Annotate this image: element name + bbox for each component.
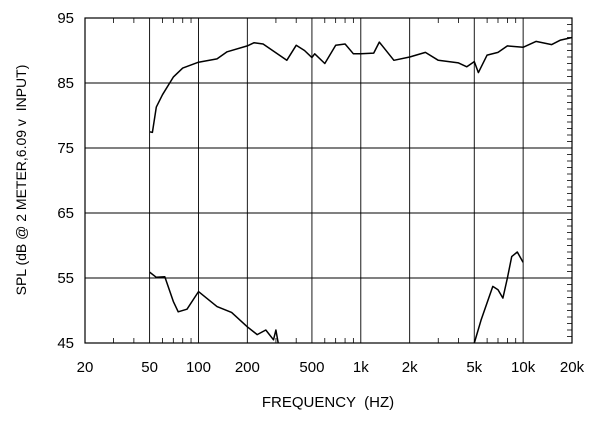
y-tick-labels: 45 55 65 75 85 95 [57,10,74,352]
x-tick-label: 5k [466,359,482,376]
y-tick-label: 45 [57,335,74,352]
x-tick-labels: 20 50 100 200 500 1k 2k 5k 10k 20k [77,359,585,376]
x-tick-label: 2k [402,359,418,376]
series-line-lower-band [149,271,279,344]
x-tick-label: 1k [353,359,369,376]
y-tick-label: 75 [57,140,74,157]
series-line-upper-band [473,251,524,344]
minor-ticks [113,18,572,343]
y-tick-label: 95 [57,10,74,27]
x-tick-label: 50 [141,359,158,376]
series-line-response [149,36,573,134]
x-tick-label: 10k [511,359,536,376]
y-tick-label: 55 [57,270,74,287]
x-tick-label: 100 [186,359,211,376]
grid [84,17,573,344]
curves [149,36,573,344]
x-tick-label: 20k [560,359,585,376]
y-axis-label: SPL (dB @ 2 METER,6.09 v INPUT) [13,65,29,296]
x-tick-label: 500 [299,359,324,376]
x-tick-label: 20 [77,359,94,376]
y-tick-label: 65 [57,205,74,222]
x-axis-label: FREQUENCY (HZ) [262,394,394,411]
plot-frame [84,17,573,344]
x-tick-label: 200 [235,359,260,376]
y-tick-label: 85 [57,75,74,92]
